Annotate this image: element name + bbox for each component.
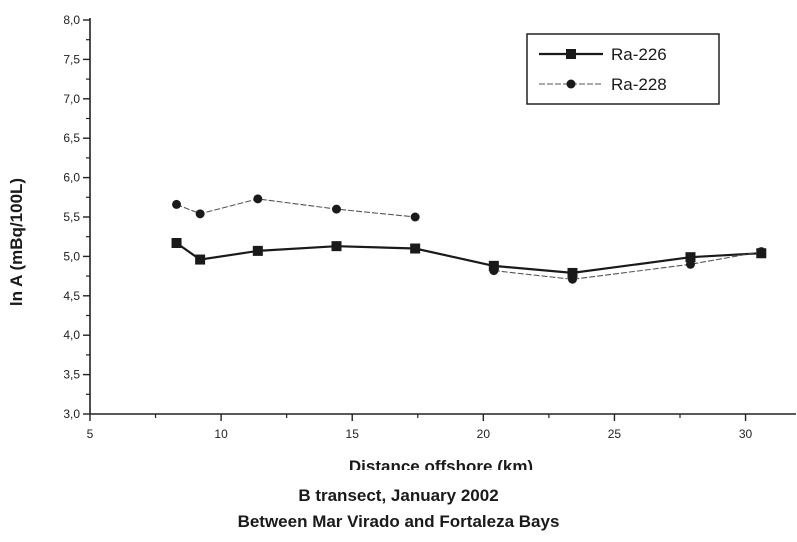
chart: 3,0 3,5 4,0 4,5 5,0 5,5 6,0 6,5 7,0 7,5 8,0 5 10 15 20… xyxy=(7,13,796,470)
y-tick-label: 8,0 xyxy=(63,13,80,27)
data-point xyxy=(195,254,206,265)
y-tick-label: 7,5 xyxy=(63,52,80,66)
data-point xyxy=(331,241,342,252)
y-tick-label: 3,0 xyxy=(63,407,80,421)
x-axis-title: Distance offshore (km) xyxy=(349,457,533,470)
x-tick-label: 15 xyxy=(346,427,360,441)
y-tick-label: 5,0 xyxy=(63,249,80,263)
y-tick-label: 4,0 xyxy=(63,328,80,342)
data-point xyxy=(410,243,421,254)
legend: Ra-226 Ra-228 xyxy=(526,33,720,105)
data-point xyxy=(488,260,499,271)
x-tick-label: 5 xyxy=(87,427,94,441)
data-point xyxy=(410,212,420,222)
data-point xyxy=(331,204,341,214)
data-point xyxy=(756,247,766,257)
data-point xyxy=(252,245,263,256)
data-point xyxy=(685,259,695,269)
data-point xyxy=(253,194,263,204)
x-tick-label: 10 xyxy=(214,427,228,441)
x-tick-label: 20 xyxy=(477,427,491,441)
series-layer xyxy=(171,194,767,284)
series-ra-226 xyxy=(171,238,767,278)
y-tick-label: 3,5 xyxy=(63,368,80,382)
series-line xyxy=(175,242,762,275)
y-tick-label: 7,0 xyxy=(63,92,80,106)
data-point xyxy=(171,238,182,249)
x-tick-label: 25 xyxy=(608,427,622,441)
y-tick-label: 5,5 xyxy=(63,210,80,224)
y-axis-title: ln A (mBq/100L) xyxy=(7,178,26,306)
series-ra-228 xyxy=(172,194,766,284)
y-tick-label: 6,0 xyxy=(63,171,80,185)
data-point xyxy=(567,274,577,284)
series-line xyxy=(493,251,762,280)
legend-marker xyxy=(566,49,576,59)
y-tick-label: 6,5 xyxy=(63,131,80,145)
data-point xyxy=(195,209,205,219)
axes: 3,0 3,5 4,0 4,5 5,0 5,5 6,0 6,5 7,0 7,5 8,0 5 10 15 20… xyxy=(63,13,796,441)
data-point xyxy=(489,266,499,276)
x-tick-label: 30 xyxy=(739,427,753,441)
data-point xyxy=(172,199,182,209)
data-point xyxy=(685,252,696,263)
legend-box xyxy=(526,33,720,105)
series-line xyxy=(176,198,416,218)
caption-line-1: B transect, January 2002 xyxy=(298,486,499,505)
data-point xyxy=(567,267,578,278)
legend-label: Ra-226 xyxy=(611,45,667,64)
legend-label: Ra-228 xyxy=(611,75,667,94)
legend-marker xyxy=(566,79,576,89)
y-tick-label: 4,5 xyxy=(63,289,80,303)
caption-line-2: Between Mar Virado and Fortaleza Bays xyxy=(237,512,560,531)
